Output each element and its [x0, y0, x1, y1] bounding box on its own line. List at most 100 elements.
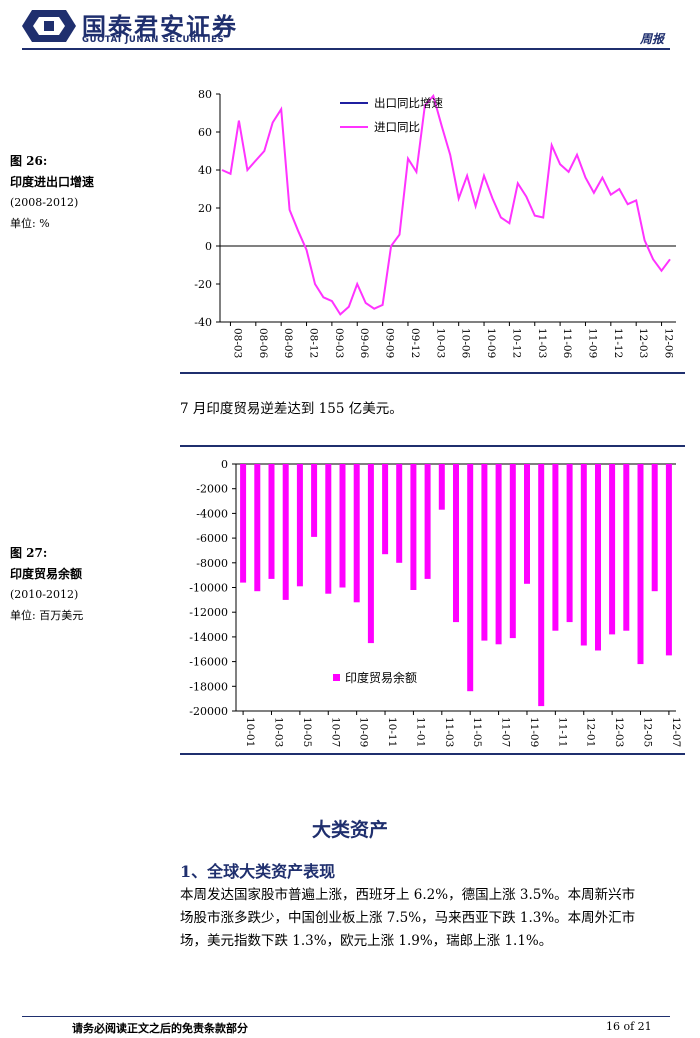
- x-tick-label: 11-07: [500, 717, 512, 747]
- trade-balance-bar: [382, 464, 389, 555]
- trade-balance-bar: [282, 464, 289, 600]
- x-tick-label: 11-03: [536, 328, 548, 358]
- footer-disclaimer: 请务必阅读正文之后的免责条款部分: [72, 1022, 248, 1035]
- trade-balance-bar: [524, 464, 530, 584]
- y-tick-label: -20000: [189, 705, 228, 718]
- india-trade-growth-chart: 80 60 40 20 0 -20 -40 08-03 08-06 08-09 08-12 09-03…: [194, 88, 676, 359]
- trade-balance-bar: [495, 464, 502, 645]
- x-tick-label: 10-09: [358, 717, 370, 747]
- x-tick-label: 10-03: [434, 328, 446, 358]
- x-tick-label: 12-03: [637, 328, 649, 358]
- legend-import-label: 进口同比: [374, 120, 420, 134]
- x-tick-label: 09-03: [333, 328, 345, 358]
- x-tick-label: 08-06: [257, 328, 269, 359]
- trade-balance-bar: [367, 464, 374, 644]
- figure27-period: (2010-2012): [10, 588, 79, 601]
- y-tick-label: -20: [194, 278, 212, 291]
- figure26-label: 图 26:: [10, 154, 48, 168]
- trade-balance-bar: [637, 464, 644, 665]
- trade-balance-bar: [254, 464, 261, 592]
- trade-balance-bar: [552, 464, 559, 631]
- x-tick-label: 11-03: [443, 717, 455, 747]
- legend-export-label: 出口同比增速: [374, 96, 443, 110]
- legend-label: 印度贸易余额: [345, 670, 417, 685]
- trade-balance-bar: [396, 464, 403, 563]
- trade-balance-bar: [651, 464, 658, 592]
- y-tick-label: 0: [205, 240, 212, 253]
- legend-swatch: [333, 674, 340, 681]
- paragraph-line-1: 本周发达国家股市普遍上涨，西班牙上 6.2%，德国上涨 3.5%。本周新兴市: [180, 887, 636, 903]
- x-tick-label: 11-01: [414, 717, 426, 747]
- trade-balance-bar: [467, 464, 474, 692]
- y-tick-label: -18000: [189, 680, 228, 693]
- x-tick-label: 10-12: [510, 328, 522, 358]
- trade-balance-bar: [481, 464, 488, 641]
- x-tick-label: 09-06: [358, 328, 370, 359]
- x-tick-label: 11-09: [528, 717, 540, 747]
- report-type: 周报: [640, 32, 665, 46]
- import-yoy-series-line: [221, 93, 671, 316]
- trade-balance-bar: [438, 464, 445, 510]
- trade-balance-bar: [240, 464, 247, 583]
- y-tick-label: -10000: [189, 582, 228, 595]
- trade-balance-bar: [609, 464, 616, 635]
- figure27-top-rule: [180, 445, 685, 447]
- figure27-title: 印度贸易余额: [10, 567, 83, 581]
- india-trade-balance-chart: 0 -2000 -4000 -6000 -8000 -10000 -12000 -14000 -…: [189, 458, 682, 747]
- x-tick-label: 10-01: [244, 717, 256, 747]
- y-tick-label: 60: [198, 126, 212, 139]
- x-tick-label: 10-03: [272, 717, 284, 747]
- x-tick-label: 10-07: [329, 717, 341, 747]
- paragraph-line-2: 场股市涨多跌少，中国创业板上涨 7.5%，马来西亚下跌 1.3%。本周外汇市: [180, 910, 636, 926]
- y-tick-label: -12000: [189, 606, 228, 619]
- trade-balance-bar: [566, 464, 573, 623]
- figure27-bottom-rule: [180, 753, 685, 755]
- figure26-title: 印度进出口增速: [10, 175, 95, 189]
- header: 国泰君安证券 GUOTAI JUNAN SECURITIES 周报: [0, 0, 700, 52]
- x-tick-label: 12-06: [663, 328, 675, 359]
- company-name-en: GUOTAI JUNAN SECURITIES: [82, 35, 225, 45]
- trade-balance-bar: [665, 464, 672, 656]
- figure26-bottom-rule: [180, 372, 685, 374]
- y-tick-label: -40: [194, 316, 212, 329]
- section-title: 大类资产: [311, 819, 388, 841]
- y-tick-label: -16000: [189, 656, 228, 669]
- figure27-caption: 图 27: 印度贸易余额 (2010-2012) 单位: 百万美元: [10, 544, 170, 623]
- y-tick-label: 40: [198, 164, 212, 177]
- company-name-cn: 国泰君安证券: [82, 13, 238, 41]
- x-tick-label: 10-11: [386, 717, 398, 747]
- y-tick-label: -6000: [196, 532, 228, 545]
- y-tick-label: 0: [221, 458, 228, 471]
- x-tick-label: 10-06: [460, 328, 472, 359]
- page-number: 16 of 21: [606, 1020, 652, 1033]
- y-tick-label: -14000: [189, 631, 228, 644]
- x-tick-label: 11-05: [471, 717, 483, 747]
- trade-balance-bar: [325, 464, 332, 594]
- trade-balance-bar: [410, 464, 417, 590]
- trade-balance-bar: [453, 464, 459, 623]
- figure26-unit: 单位: %: [10, 217, 50, 230]
- y-tick-label: -8000: [196, 557, 228, 570]
- x-tick-label: 08-03: [231, 328, 243, 358]
- trade-balance-bar: [353, 464, 360, 603]
- x-tick-label: 12-03: [613, 717, 625, 747]
- trade-balance-bar: [595, 464, 601, 651]
- figure27-unit: 单位: 百万美元: [10, 609, 84, 622]
- company-logo-icon: [22, 8, 76, 44]
- x-tick-label: 08-09: [282, 328, 294, 358]
- figure27-label: 图 27:: [10, 546, 48, 560]
- x-tick-label: 10-09: [485, 328, 497, 358]
- y-tick-label: 20: [198, 202, 212, 215]
- trade-balance-bar: [538, 464, 545, 707]
- subsection-title: 1、全球大类资产表现: [180, 862, 336, 881]
- y-tick-label: -4000: [196, 507, 228, 520]
- x-tick-label: 08-12: [308, 328, 320, 358]
- figure26-period: (2008-2012): [10, 196, 79, 209]
- x-tick-label: 11-11: [556, 717, 568, 747]
- figure26-caption: 图 26: 印度进出口增速 (2008-2012) 单位: %: [10, 152, 170, 231]
- trade-balance-bar: [268, 464, 275, 579]
- y-tick-label: -2000: [196, 483, 228, 496]
- x-tick-label: 12-01: [585, 717, 597, 747]
- header-divider: [22, 48, 670, 50]
- x-tick-label: 12-07: [670, 717, 682, 747]
